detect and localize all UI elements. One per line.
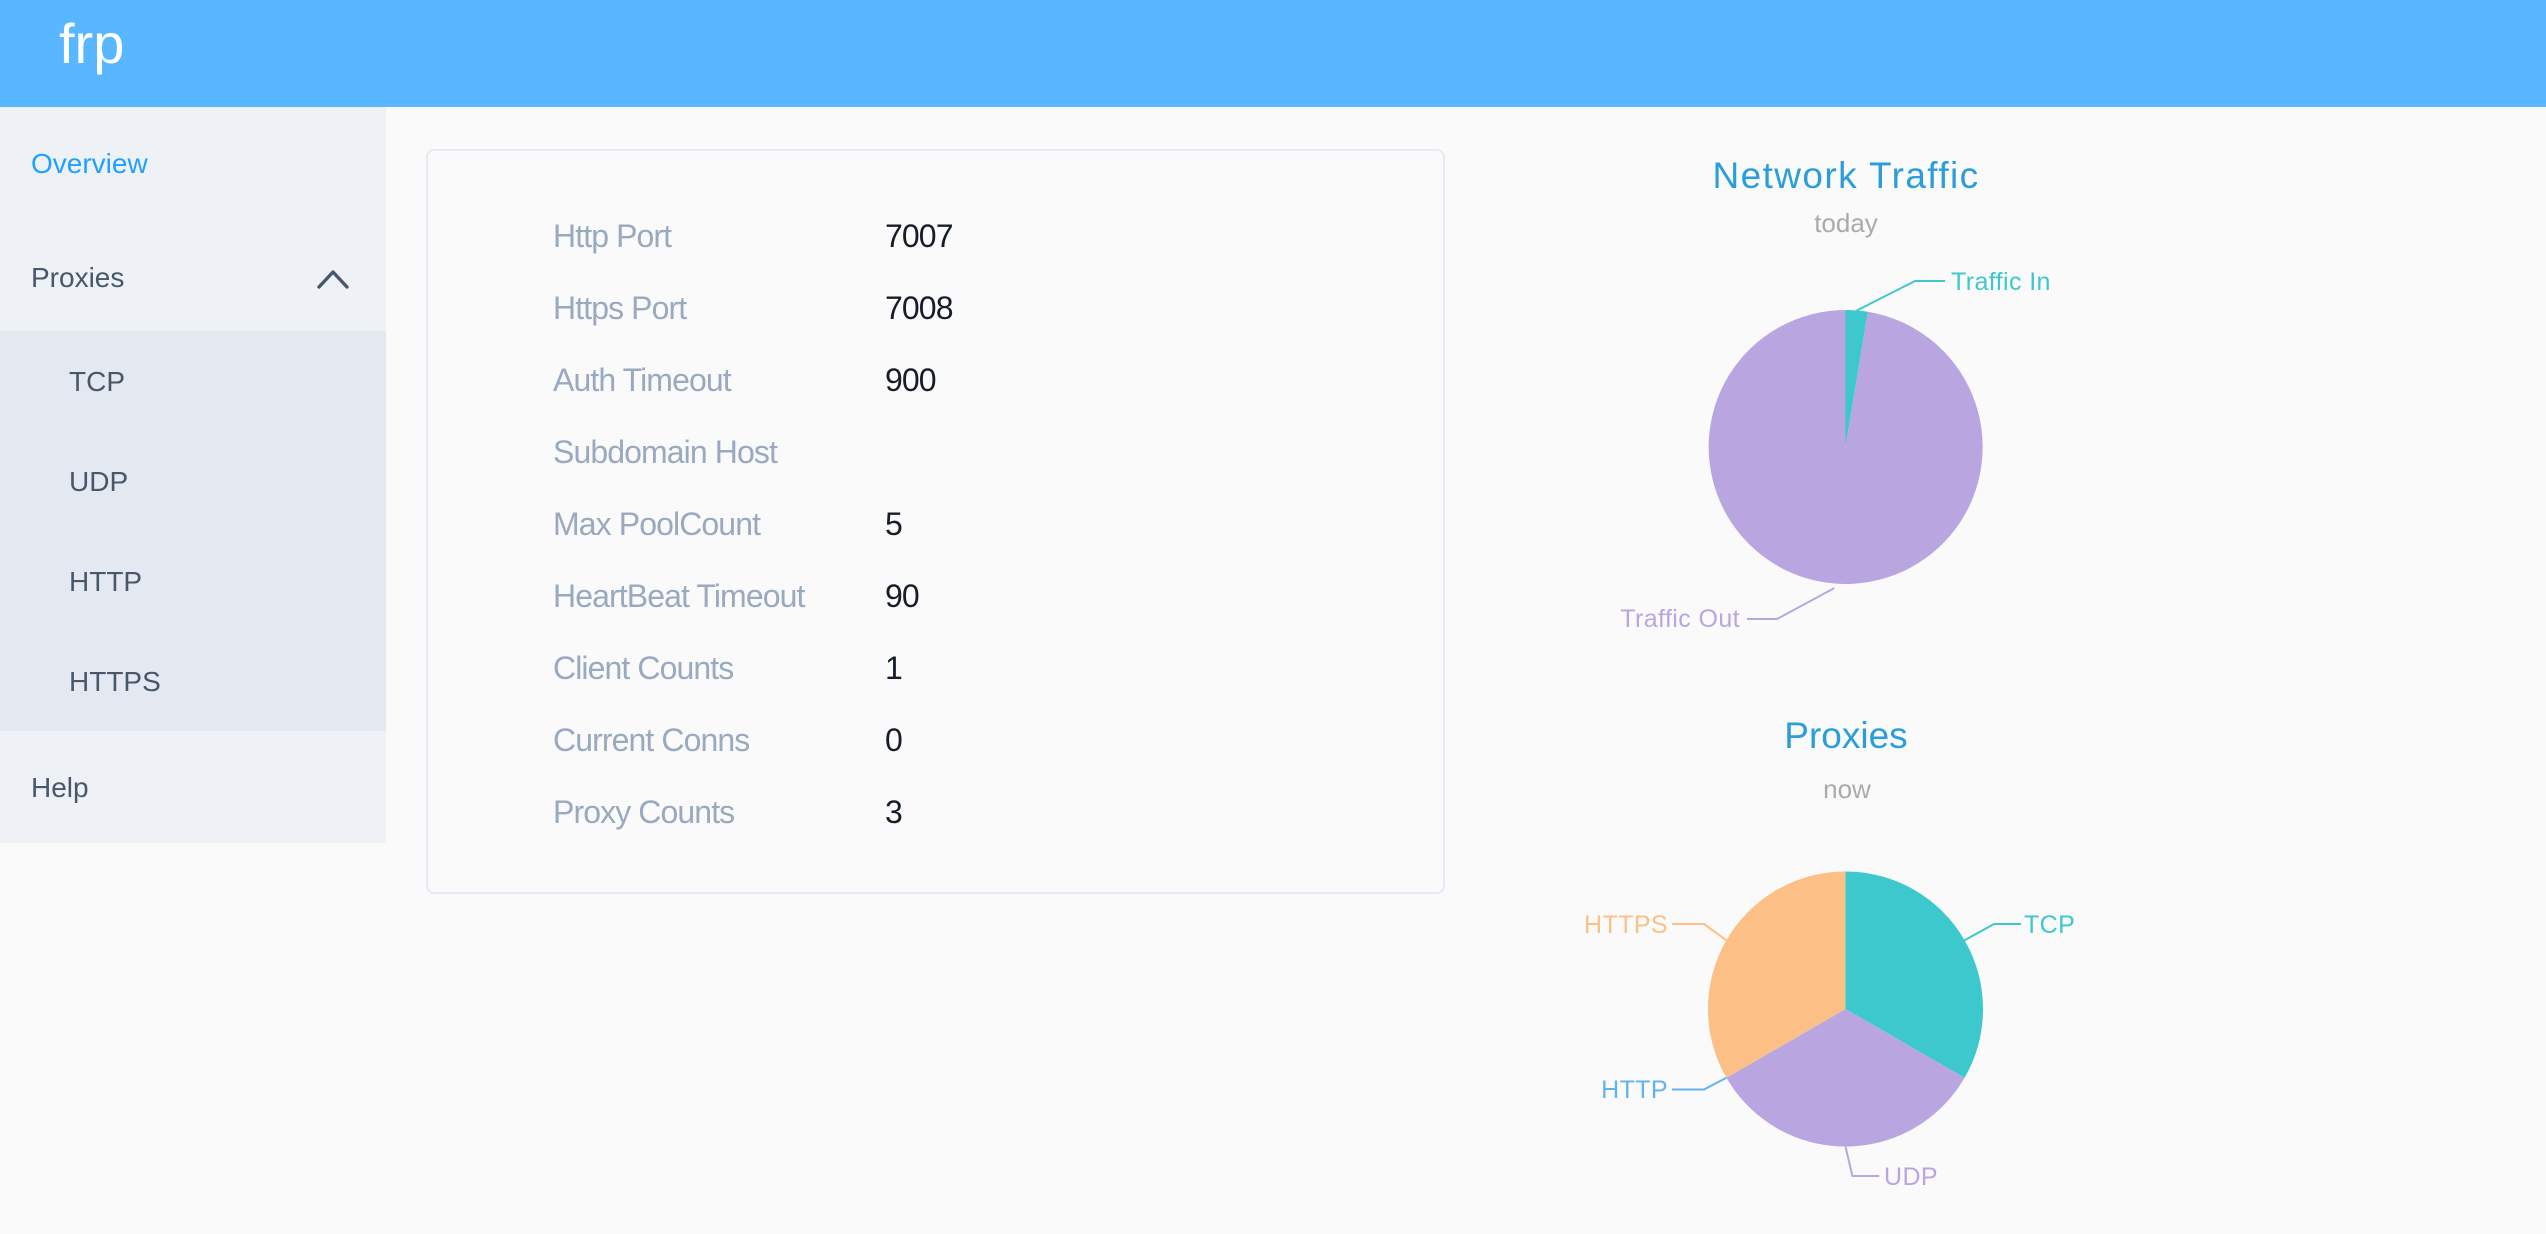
svg-text:Proxies: Proxies xyxy=(1784,715,1907,756)
svg-text:UDP: UDP xyxy=(1884,1163,1938,1191)
svg-text:HTTP: HTTP xyxy=(1601,1076,1668,1104)
svg-text:HTTPS: HTTPS xyxy=(1584,911,1668,939)
svg-text:Traffic In: Traffic In xyxy=(1951,268,2051,296)
svg-text:Traffic Out: Traffic Out xyxy=(1620,605,1740,633)
svg-text:now: now xyxy=(1823,774,1871,804)
svg-text:TCP: TCP xyxy=(2024,911,2075,939)
svg-text:today: today xyxy=(1814,208,1878,238)
svg-text:Network Traffic: Network Traffic xyxy=(1712,155,1979,196)
